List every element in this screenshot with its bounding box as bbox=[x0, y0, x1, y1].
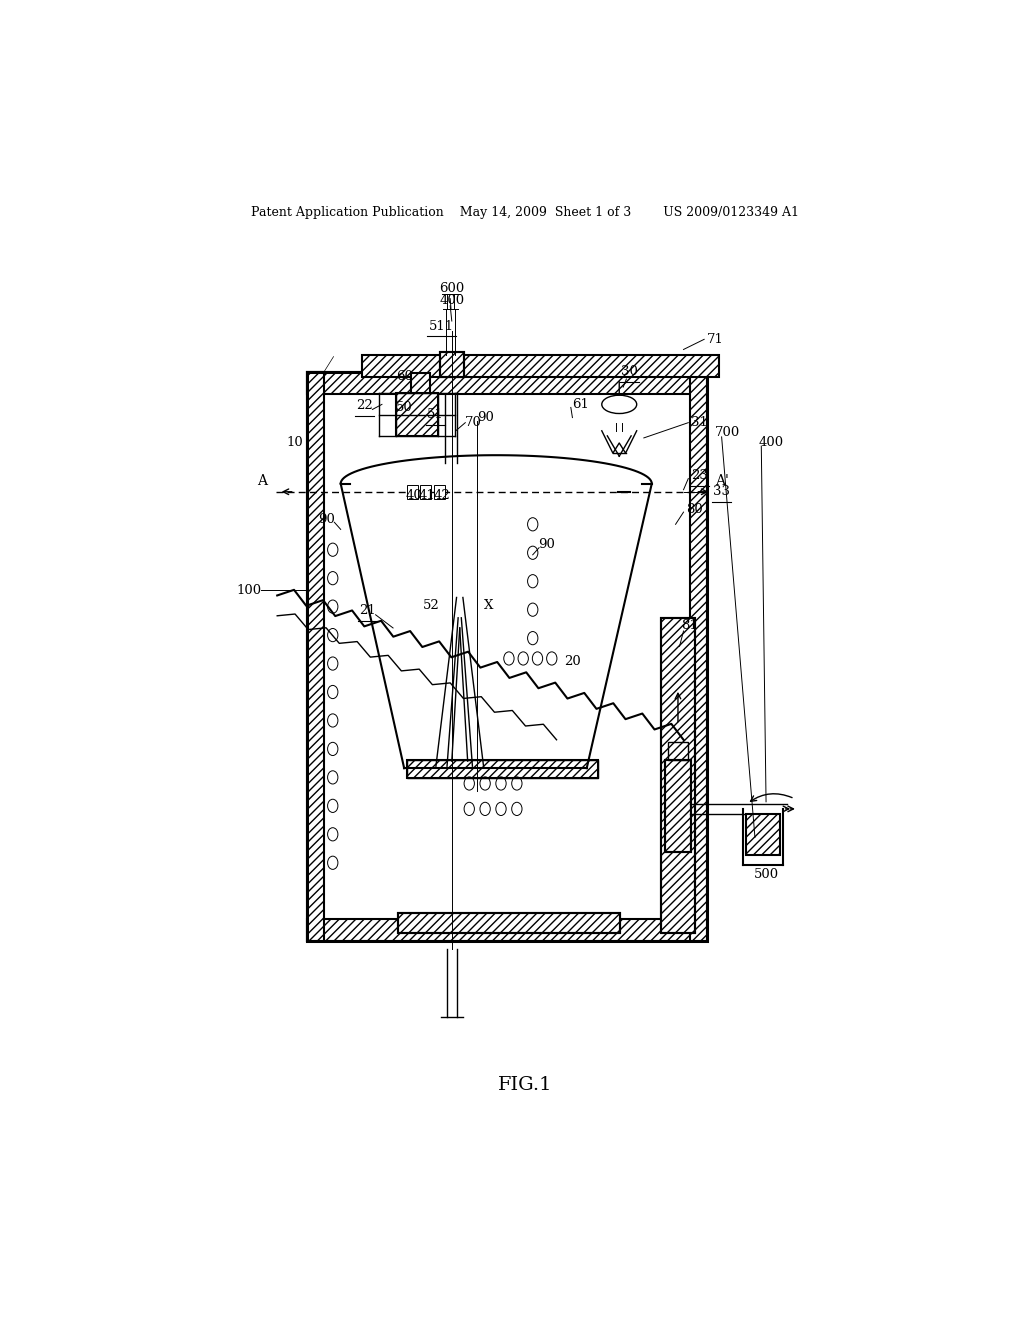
Bar bbox=[306, 919, 708, 941]
Bar bbox=[433, 484, 444, 499]
Text: 23: 23 bbox=[691, 469, 708, 482]
Text: 400: 400 bbox=[439, 294, 464, 308]
Text: Patent Application Publication    May 14, 2009  Sheet 1 of 3        US 2009/0123: Patent Application Publication May 14, 2… bbox=[251, 206, 799, 219]
Text: A': A' bbox=[715, 474, 729, 487]
Bar bbox=[668, 742, 688, 760]
Text: 52: 52 bbox=[423, 599, 439, 612]
Text: 40: 40 bbox=[406, 490, 422, 503]
Bar bbox=[324, 395, 690, 919]
Text: 22: 22 bbox=[356, 399, 373, 412]
Text: 42: 42 bbox=[433, 490, 450, 503]
Text: 90: 90 bbox=[318, 512, 335, 525]
Text: 21: 21 bbox=[359, 605, 376, 618]
Bar bbox=[362, 355, 719, 378]
Text: 700: 700 bbox=[715, 426, 739, 440]
Text: 10: 10 bbox=[287, 437, 303, 450]
Bar bbox=[666, 760, 690, 851]
Text: 400: 400 bbox=[758, 437, 783, 450]
Text: 31: 31 bbox=[691, 416, 708, 429]
Bar bbox=[662, 618, 694, 933]
Text: 90: 90 bbox=[477, 411, 494, 424]
Bar bbox=[420, 484, 431, 499]
Bar bbox=[306, 372, 708, 395]
Text: 33: 33 bbox=[713, 486, 730, 498]
Text: 30: 30 bbox=[622, 366, 638, 379]
Bar bbox=[306, 372, 324, 941]
Bar bbox=[411, 372, 430, 393]
Bar bbox=[666, 760, 690, 851]
Text: 511: 511 bbox=[429, 319, 454, 333]
Text: 500: 500 bbox=[755, 869, 779, 882]
Text: 51: 51 bbox=[427, 408, 443, 421]
Text: 70: 70 bbox=[465, 416, 481, 429]
Text: 600: 600 bbox=[439, 282, 465, 294]
Bar bbox=[440, 351, 464, 378]
Text: 50: 50 bbox=[396, 401, 413, 414]
Bar bbox=[306, 372, 708, 941]
Text: 71: 71 bbox=[707, 333, 724, 346]
Text: 61: 61 bbox=[572, 397, 589, 411]
Ellipse shape bbox=[602, 395, 637, 413]
Text: 80: 80 bbox=[686, 503, 703, 516]
Text: 41: 41 bbox=[419, 490, 435, 503]
Bar bbox=[407, 484, 418, 499]
Text: 100: 100 bbox=[237, 583, 261, 597]
Text: FIG.1: FIG.1 bbox=[498, 1076, 552, 1094]
Bar bbox=[397, 912, 621, 933]
Text: 81: 81 bbox=[682, 619, 698, 632]
Bar bbox=[408, 760, 598, 779]
Bar bbox=[408, 760, 598, 779]
Bar bbox=[662, 618, 694, 933]
Bar bbox=[746, 814, 779, 854]
Bar bbox=[397, 912, 621, 933]
Text: 90: 90 bbox=[538, 539, 555, 552]
Bar bbox=[440, 351, 464, 378]
Text: 20: 20 bbox=[564, 655, 581, 668]
Bar bbox=[396, 393, 437, 436]
Text: A: A bbox=[257, 474, 267, 487]
Text: 60: 60 bbox=[395, 371, 413, 383]
Text: X: X bbox=[484, 599, 494, 612]
Bar bbox=[690, 372, 708, 941]
